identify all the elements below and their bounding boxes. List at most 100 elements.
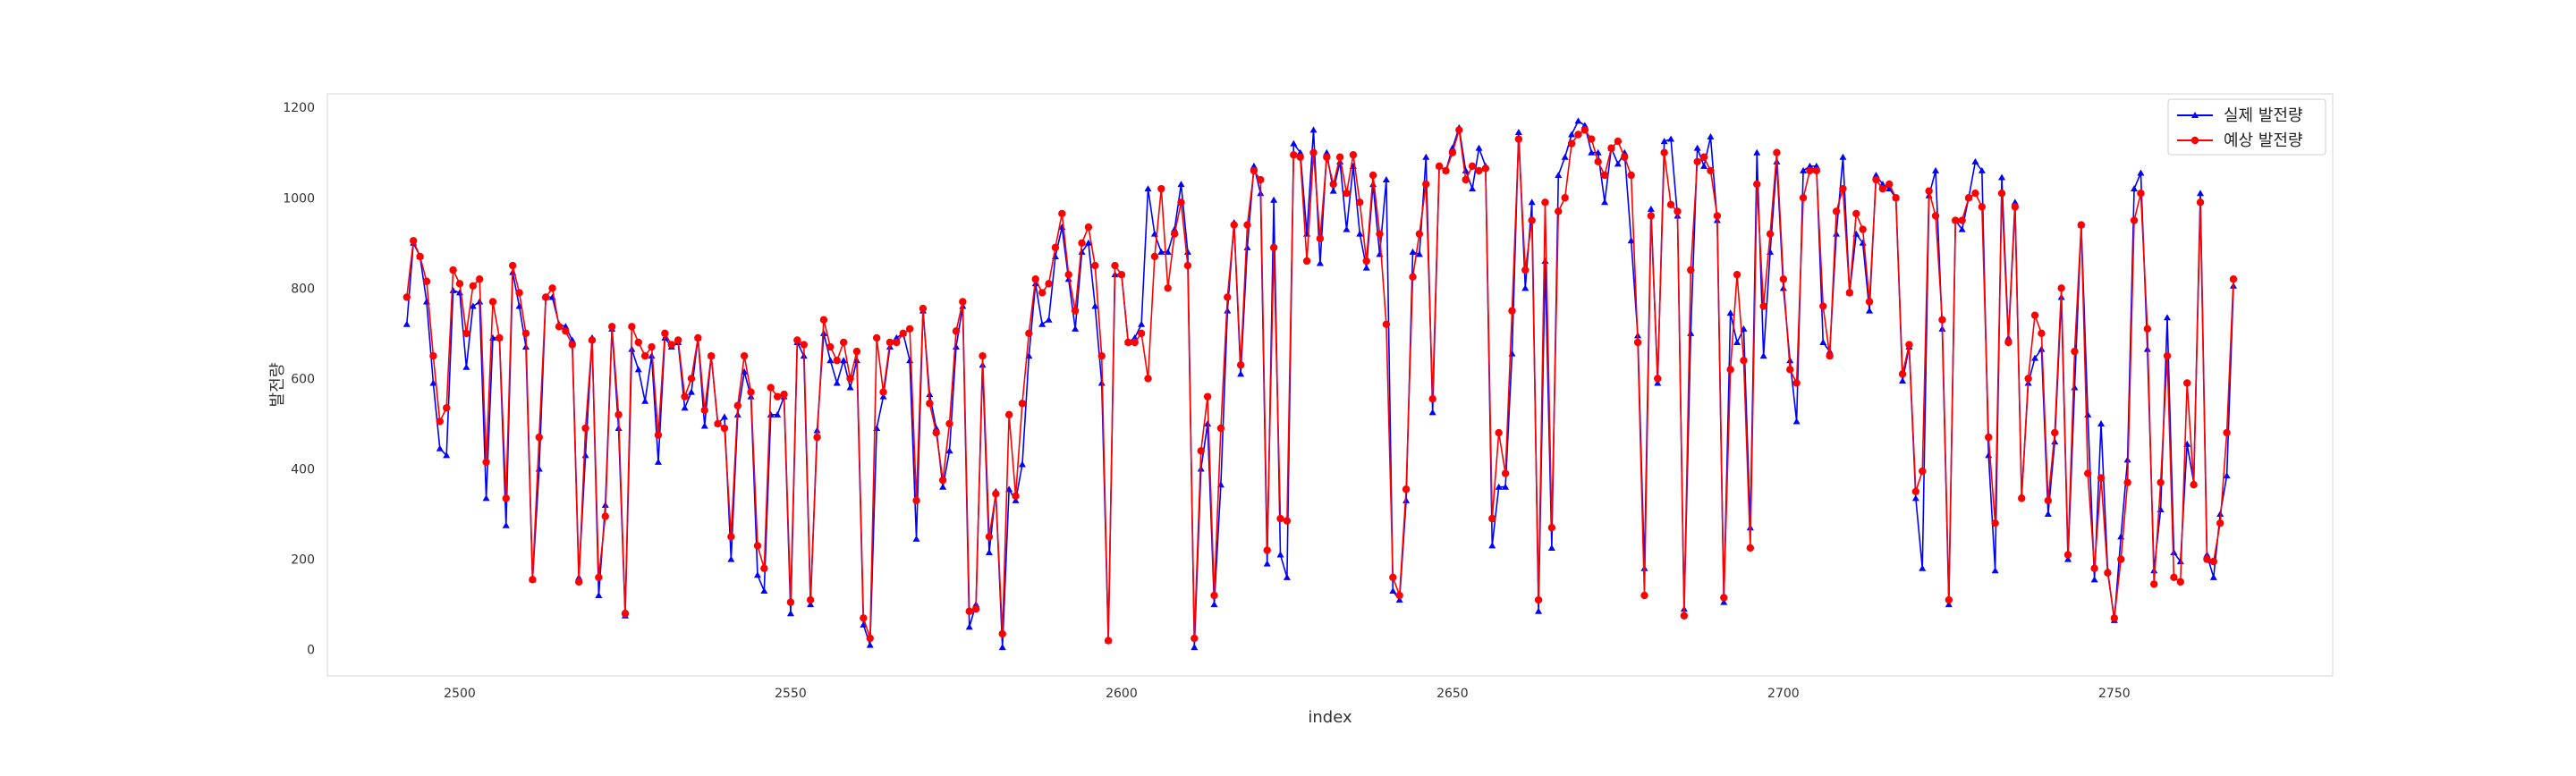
data-point [1938, 316, 1946, 324]
data-point [2011, 203, 2020, 211]
data-point [1025, 329, 1033, 338]
data-point [1528, 216, 1536, 224]
data-point [1633, 338, 1642, 347]
data-point [1097, 351, 1106, 360]
data-point [2071, 347, 2079, 356]
data-point [1204, 419, 1212, 426]
data-point [1389, 586, 1397, 594]
data-point [1726, 366, 1734, 374]
data-point [1071, 307, 1080, 315]
data-point [1495, 483, 1503, 490]
data-point [886, 338, 894, 347]
data-point [707, 351, 716, 360]
data-point [2170, 549, 2178, 556]
data-point [1323, 148, 1331, 156]
data-point [727, 555, 735, 562]
data-point [727, 533, 735, 541]
data-point [1753, 180, 1761, 189]
data-point [2164, 314, 2172, 321]
data-point [2223, 472, 2231, 479]
data-point [1395, 596, 1403, 603]
data-point [1488, 542, 1496, 549]
data-point [1872, 171, 1880, 178]
data-point [1985, 433, 1993, 442]
data-point [1495, 428, 1503, 437]
data-point [1601, 198, 1609, 206]
data-point [2170, 573, 2178, 582]
data-point [1666, 200, 1675, 209]
data-point [879, 392, 887, 400]
data-point [1012, 496, 1020, 503]
data-point [1502, 483, 1510, 490]
data-point [2209, 557, 2218, 566]
data-point [1012, 492, 1020, 501]
data-point [640, 351, 649, 360]
data-point [1210, 591, 1218, 600]
data-point [1707, 166, 1715, 175]
data-point [932, 425, 940, 432]
data-point [2084, 469, 2092, 477]
legend-marker-predicted [2190, 136, 2199, 145]
data-point [774, 410, 782, 418]
data-point [1230, 221, 1238, 229]
data-point [938, 476, 947, 485]
data-point [998, 644, 1006, 651]
data-point [667, 341, 675, 349]
data-point [979, 351, 987, 360]
legend: 실제 발전량 예상 발전량 [2167, 98, 2326, 156]
data-point [1045, 316, 1053, 323]
data-point [2051, 438, 2059, 445]
data-point [1276, 514, 1284, 523]
data-point [634, 338, 642, 347]
y-tick-label: 800 [291, 282, 315, 296]
data-point [529, 576, 537, 584]
data-point [826, 357, 835, 364]
data-point [654, 458, 662, 465]
data-point [965, 607, 973, 615]
data-point [502, 521, 510, 528]
data-point [482, 458, 490, 467]
data-point [1164, 284, 1172, 292]
data-point [1078, 239, 1086, 247]
data-point [2130, 216, 2139, 224]
data-point [1084, 239, 1092, 246]
data-point [1773, 148, 1781, 156]
data-point [422, 277, 431, 285]
data-point [860, 620, 868, 628]
data-point [2063, 551, 2072, 559]
data-point [2090, 576, 2098, 583]
data-point [436, 418, 444, 426]
legend-marker-actual [2191, 112, 2199, 118]
legend-label-predicted: 예상 발전량 [2224, 131, 2303, 150]
data-point [1600, 171, 1609, 180]
data-point [581, 424, 589, 433]
data-point [694, 333, 702, 342]
data-point [1978, 203, 1987, 211]
data-point [1547, 544, 1555, 551]
data-point [462, 329, 470, 338]
data-point [1290, 151, 1298, 159]
data-point [1534, 595, 1543, 604]
data-point [1978, 166, 1986, 173]
plot-area: 2500 2550 2600 2650 2700 2750 0 200 400 600 800 100… [283, 93, 2334, 701]
data-point [1660, 148, 1668, 156]
data-point [833, 379, 841, 386]
data-point [2203, 555, 2211, 563]
data-point [1455, 126, 1463, 134]
data-point [2064, 555, 2072, 562]
data-point [1197, 447, 1205, 455]
data-point [1368, 171, 1377, 180]
data-point [1614, 137, 1623, 146]
data-point [700, 422, 708, 429]
data-point [1203, 392, 1212, 401]
data-point [919, 304, 928, 313]
data-point [1839, 153, 1847, 160]
data-point [1806, 162, 1814, 169]
data-point [1177, 198, 1185, 207]
data-point [1104, 637, 1113, 645]
data-point [2229, 275, 2238, 283]
data-point [1859, 225, 1867, 233]
data-point [866, 641, 874, 648]
data-point [912, 496, 920, 505]
